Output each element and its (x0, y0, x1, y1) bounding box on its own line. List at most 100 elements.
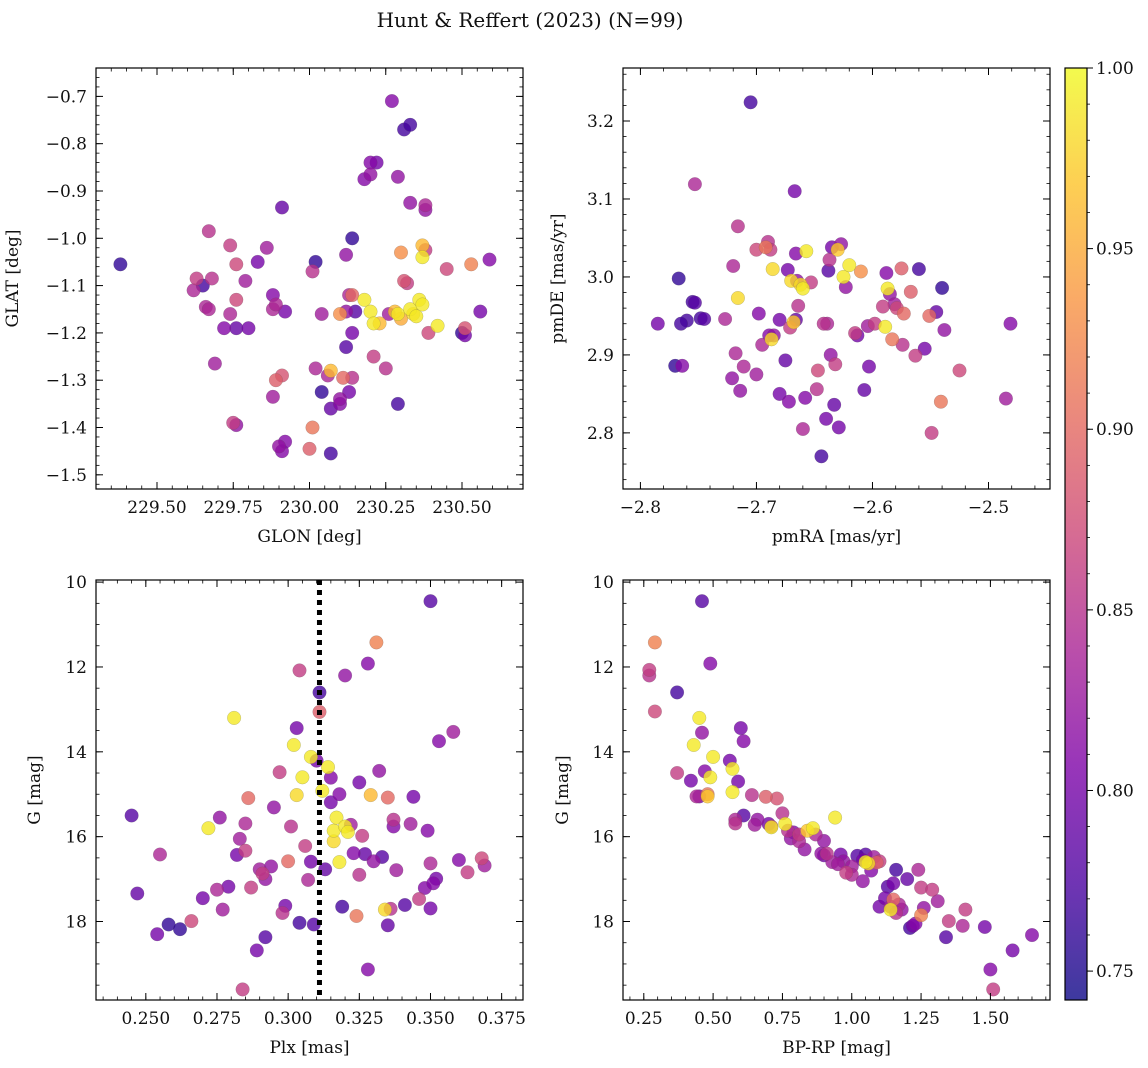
data-point (244, 880, 259, 895)
data-point (298, 838, 313, 854)
y-tick-label: 2.8 (587, 424, 614, 444)
data-point (830, 242, 845, 257)
data-point (878, 319, 893, 334)
data-point (922, 308, 937, 323)
data-point (683, 773, 698, 788)
data-point (482, 252, 497, 267)
data-point (212, 810, 227, 825)
data-point (700, 789, 715, 804)
y-axis-label: G [mag] (553, 755, 573, 824)
data-point (977, 919, 992, 935)
data-point (687, 177, 702, 192)
y-tick-label: 12 (65, 658, 87, 678)
y-tick-label: 14 (592, 743, 614, 763)
data-point (880, 281, 895, 296)
data-point (886, 876, 901, 891)
data-point (861, 359, 877, 374)
data-point (694, 725, 710, 740)
data-point (390, 396, 405, 411)
colorbar-gradient (1065, 68, 1087, 1000)
data-point (725, 761, 740, 776)
data-point (241, 791, 256, 806)
data-point (795, 421, 810, 437)
data-point (223, 306, 238, 322)
data-point (473, 304, 488, 319)
data-point (201, 821, 216, 836)
data-point (423, 594, 438, 609)
data-point (642, 662, 657, 677)
data-point (255, 866, 270, 881)
data-point (687, 295, 702, 310)
data-point (150, 927, 165, 942)
panel-pmra-pmde: −2.8 −2.7 −2.6 −2.5 2.8 2.9 3.0 3.1 3.2 pmRA [mas… (548, 67, 1051, 547)
data-point (227, 710, 242, 725)
data-point (201, 302, 216, 317)
data-point (930, 894, 945, 909)
data-point (406, 789, 421, 804)
data-point (229, 321, 244, 336)
colorbar-tick-label: 0.90 (1096, 420, 1134, 440)
data-point (241, 321, 256, 336)
panels: 229.50 229.75 230.00 230.25 230.50 −0.7 −0.8 −0… (3, 67, 1051, 1058)
data-point (372, 763, 387, 778)
data-point (281, 854, 296, 869)
data-point (814, 449, 829, 464)
x-axis-label: GLON [deg] (257, 527, 361, 547)
data-point (390, 306, 405, 322)
data-point (332, 855, 347, 870)
data-point (692, 710, 707, 725)
y-tick-label: 2.9 (587, 346, 614, 366)
data-point (879, 265, 894, 281)
data-point (706, 749, 721, 764)
data-point (828, 357, 843, 372)
data-point (229, 292, 244, 307)
data-point (301, 872, 316, 887)
y-tick-label: −1.5 (46, 466, 87, 486)
x-axis-label: pmRA [mas/yr] (772, 527, 901, 547)
x-tick-label: 0.375 (477, 1009, 526, 1029)
data-point (474, 851, 489, 866)
data-point (786, 315, 801, 330)
data-point (323, 795, 338, 810)
data-point (271, 439, 287, 454)
data-point (152, 847, 168, 862)
data-point (250, 254, 265, 269)
data-point (758, 789, 773, 804)
data-point (305, 264, 320, 279)
data-point (238, 843, 253, 858)
data-point (457, 321, 473, 336)
panel-glon-glat: 229.50 229.75 230.00 230.25 230.50 −0.7 −0.8 −0… (3, 67, 524, 547)
data-point (736, 734, 751, 749)
data-point (421, 325, 436, 340)
data-point (305, 420, 320, 435)
x-tick-label: −2.7 (736, 498, 777, 518)
data-point (924, 425, 939, 440)
data-point (124, 808, 139, 823)
x-tick-label: 230.50 (432, 498, 491, 518)
data-point (357, 292, 372, 307)
data-point (765, 262, 780, 277)
x-tick-label: 0.50 (694, 1009, 732, 1029)
data-point (781, 394, 796, 409)
data-point (303, 854, 318, 869)
data-points (642, 594, 1040, 997)
data-point (130, 886, 145, 901)
axes-frame (622, 579, 1051, 1001)
data-point (314, 384, 329, 400)
data-point (955, 918, 970, 933)
data-point (186, 283, 201, 298)
data-point (858, 855, 873, 870)
y-tick-label: 10 (592, 573, 614, 593)
x-tick-label: 229.75 (204, 498, 263, 518)
data-point (403, 117, 418, 132)
x-tick-label: −2.8 (620, 498, 661, 518)
data-point (289, 788, 304, 803)
data-point (830, 857, 845, 872)
data-point (275, 905, 290, 921)
data-point (903, 284, 918, 299)
x-tick-label: 0.350 (406, 1009, 455, 1029)
y-tick-label: −0.8 (46, 135, 87, 155)
data-point (986, 982, 1001, 997)
data-point (772, 312, 787, 327)
